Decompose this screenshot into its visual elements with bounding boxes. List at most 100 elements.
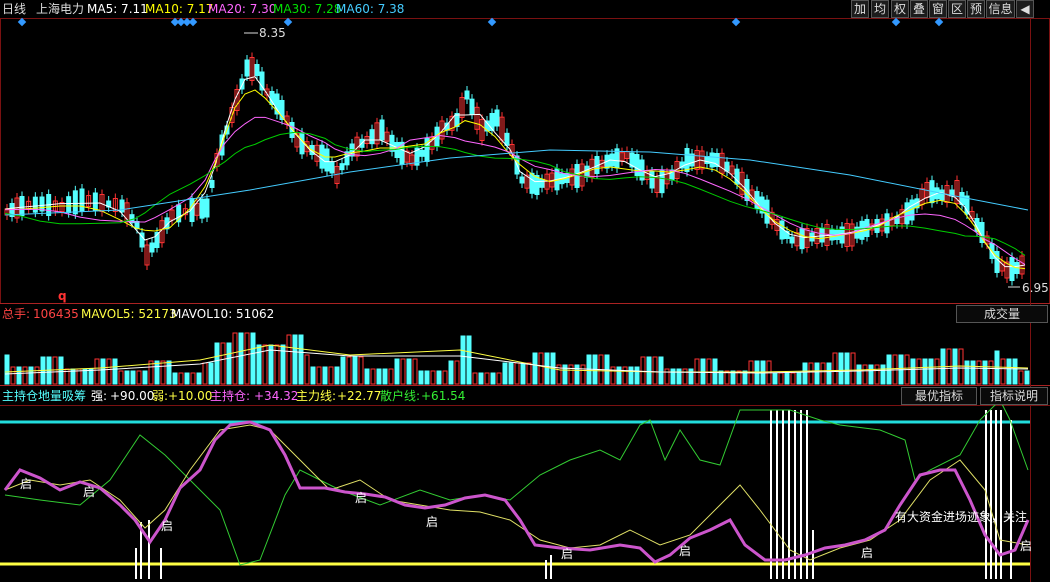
candle xyxy=(469,98,475,115)
volume-bar xyxy=(82,368,88,385)
candle xyxy=(344,151,350,166)
candle xyxy=(209,180,215,188)
volume-bar xyxy=(346,356,352,385)
volume-bar xyxy=(742,370,748,385)
mavol10-label: MAVOL10: 51062 xyxy=(171,307,275,321)
toolbar-button-overlay[interactable]: 叠 xyxy=(910,0,928,18)
volume-bar xyxy=(544,352,550,385)
indicator-help-button[interactable]: 指标说明 xyxy=(980,387,1048,405)
volume-bar xyxy=(328,366,334,385)
volume-bar xyxy=(730,370,736,385)
volume-bar xyxy=(484,372,490,385)
toolbar-button-add[interactable]: 加 xyxy=(851,0,869,18)
indicator-name: 主持仓地量吸筹 xyxy=(2,389,87,403)
volume-bar xyxy=(472,372,478,385)
candle xyxy=(92,192,98,212)
histogram-bar xyxy=(990,410,992,579)
signal-diamond-icon xyxy=(283,17,293,27)
volume-bar xyxy=(274,344,280,385)
signal-label: 启 xyxy=(426,515,439,529)
volume-bar xyxy=(418,370,424,385)
ma20-label: MA20: 7.30 xyxy=(208,2,277,16)
volume-bar xyxy=(298,334,304,385)
volume-bar xyxy=(292,334,298,385)
volume-bar xyxy=(652,356,658,385)
volume-bar xyxy=(166,360,172,385)
volume-bar xyxy=(970,360,976,385)
candle xyxy=(459,97,465,118)
toolbar-button-rights[interactable]: 权 xyxy=(891,0,909,18)
signal-label: 启 xyxy=(1020,539,1033,553)
toolbar-button-forecast[interactable]: 预 xyxy=(967,0,985,18)
volume-bar xyxy=(226,342,232,385)
volume-bar xyxy=(52,356,58,385)
candle xyxy=(154,232,160,248)
volume-bar xyxy=(646,356,652,385)
candle xyxy=(1004,261,1010,279)
collapse-arrow-icon[interactable]: ◀ xyxy=(1016,0,1034,18)
capital-inflow-note: 有大资金进场迹象，关注 xyxy=(895,510,1028,524)
mavol10-line xyxy=(4,349,1029,375)
candle xyxy=(734,168,740,185)
volume-bar xyxy=(556,364,562,385)
candle xyxy=(634,154,640,176)
candle xyxy=(144,244,150,266)
main-position-line xyxy=(3,420,1030,564)
volume-bar xyxy=(478,372,484,385)
volume-bar xyxy=(10,366,16,385)
volume-bar xyxy=(106,358,112,385)
volume-bar xyxy=(802,362,808,385)
volume-bar xyxy=(172,372,178,385)
volume-bar xyxy=(196,372,202,385)
candle xyxy=(112,198,118,212)
volume-bar xyxy=(202,362,208,385)
volume-bar xyxy=(130,370,136,385)
candle xyxy=(994,251,1000,273)
volume-bar xyxy=(916,358,922,385)
volume-bar xyxy=(934,358,940,385)
ma30-line xyxy=(4,131,1026,256)
candle xyxy=(774,219,780,231)
volume-bar xyxy=(538,352,544,385)
histogram-bar xyxy=(770,410,772,579)
volume-bar xyxy=(280,344,286,385)
candle xyxy=(939,189,945,201)
histogram-bar xyxy=(1000,410,1002,579)
volume-bar xyxy=(94,358,100,385)
volume-bar xyxy=(136,370,142,385)
histogram-bar xyxy=(545,560,547,579)
candle xyxy=(294,132,300,148)
period-label[interactable]: 日线 xyxy=(2,2,27,16)
candle xyxy=(819,227,825,243)
volume-bar xyxy=(322,366,328,385)
volume-indicator-dropdown[interactable]: 成交量 xyxy=(956,305,1048,323)
volume-bar xyxy=(1018,370,1024,385)
volume-bar xyxy=(310,366,316,385)
best-indicator-button[interactable]: 最优指标 xyxy=(901,387,977,405)
volume-bar xyxy=(412,358,418,385)
ma30-label: MA30: 7.28 xyxy=(273,2,342,16)
candle xyxy=(419,149,425,157)
toolbar-button-info[interactable]: 信息 xyxy=(986,0,1015,18)
volume-bar xyxy=(262,344,268,385)
candle xyxy=(689,153,695,167)
candle xyxy=(149,242,155,253)
volume-total-value: 106435 xyxy=(33,307,79,321)
candle xyxy=(1009,257,1015,281)
volume-bar xyxy=(436,370,442,385)
candle xyxy=(649,171,655,189)
volume-bar xyxy=(88,368,94,385)
volume-bar xyxy=(928,358,934,385)
volume-bar xyxy=(790,372,796,385)
toolbar-button-window[interactable]: 窗 xyxy=(929,0,947,18)
volume-bar xyxy=(856,364,862,385)
volume-bar xyxy=(886,354,892,385)
toolbar-button-average[interactable]: 均 xyxy=(871,0,889,18)
volume-bar xyxy=(862,364,868,385)
volume-bar xyxy=(922,358,928,385)
candle xyxy=(239,78,245,90)
candle xyxy=(249,57,255,81)
candle xyxy=(464,90,470,100)
toolbar-button-range[interactable]: 区 xyxy=(948,0,966,18)
